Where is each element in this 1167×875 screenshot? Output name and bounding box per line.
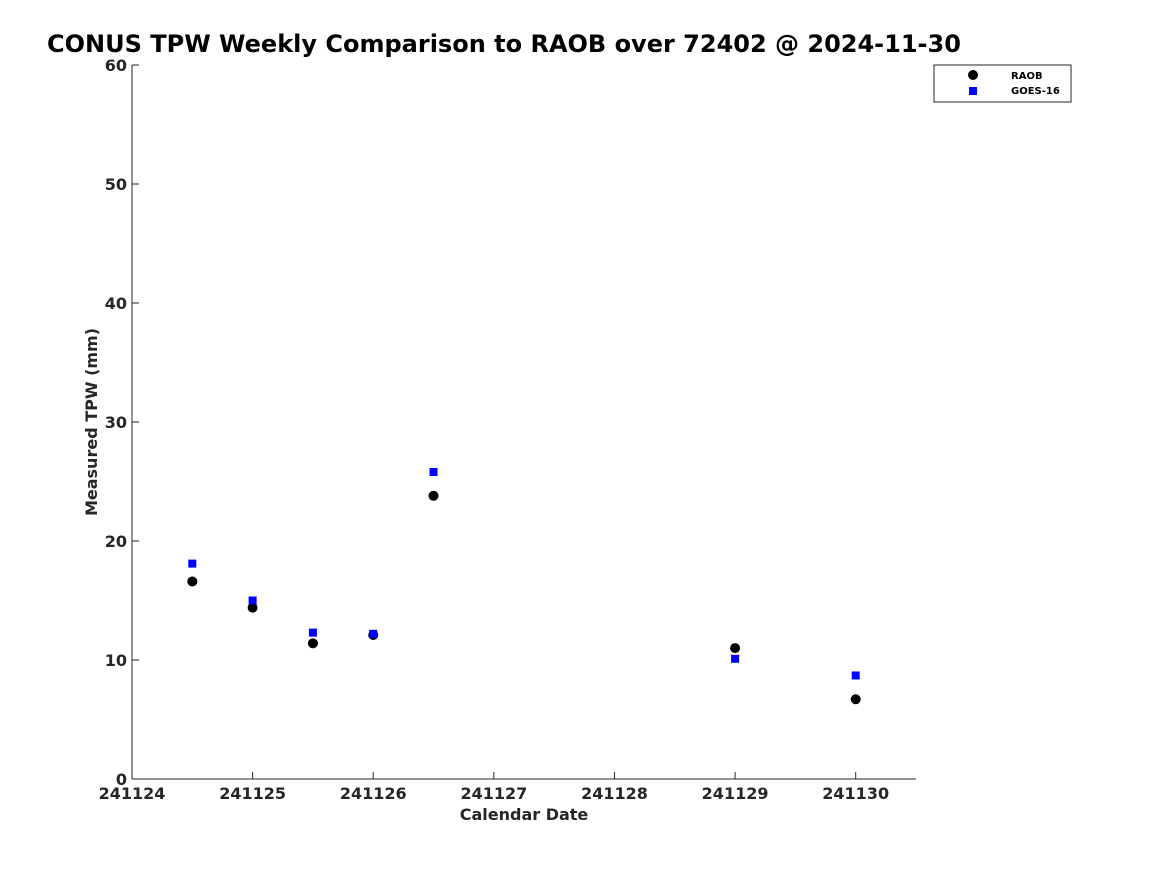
point-goes16 <box>429 467 438 476</box>
point-goes16 <box>731 654 740 663</box>
point-raob <box>247 602 258 613</box>
y-tick-label: 10 <box>105 651 127 670</box>
x-axis-label: Calendar Date <box>460 805 589 824</box>
point-goes16 <box>308 628 317 637</box>
legend: RAOB GOES-16 <box>933 64 1072 103</box>
y-tick-label: 30 <box>105 413 127 432</box>
x-tick-label: 241128 <box>581 784 648 803</box>
legend-label-raob: RAOB <box>1011 71 1043 82</box>
x-tick-label: 241125 <box>219 784 286 803</box>
x-tick-label: 241127 <box>460 784 527 803</box>
y-ticks: 0 10 20 30 40 50 60 <box>105 56 139 789</box>
point-raob <box>187 576 198 587</box>
legend-box <box>933 64 1072 103</box>
point-raob <box>850 694 861 705</box>
y-tick-label: 60 <box>105 56 127 75</box>
point-goes16 <box>369 629 378 638</box>
legend-marker-goes16 <box>969 87 977 95</box>
y-tick-label: 50 <box>105 175 127 194</box>
x-tick-label: 241126 <box>340 784 407 803</box>
x-ticks: 241124 241125 241126 241127 241128 241129 2411… <box>99 772 889 803</box>
data-points <box>187 467 861 705</box>
x-tick-label: 241129 <box>702 784 769 803</box>
x-tick-label: 241124 <box>99 784 166 803</box>
y-tick-label: 20 <box>105 532 127 551</box>
point-goes16 <box>851 671 860 680</box>
y-tick-label: 0 <box>116 770 127 789</box>
legend-label-goes16: GOES-16 <box>1011 86 1060 97</box>
point-goes16 <box>248 596 257 605</box>
point-raob <box>428 490 439 501</box>
y-tick-label: 40 <box>105 294 127 313</box>
x-tick-label: 241130 <box>822 784 889 803</box>
y-axis-label: Measured TPW (mm) <box>82 328 101 516</box>
chart-title: CONUS TPW Weekly Comparison to RAOB over… <box>47 30 961 58</box>
point-goes16 <box>188 559 197 568</box>
legend-marker-raob <box>968 70 978 80</box>
point-raob <box>307 638 318 649</box>
point-raob <box>730 643 741 654</box>
